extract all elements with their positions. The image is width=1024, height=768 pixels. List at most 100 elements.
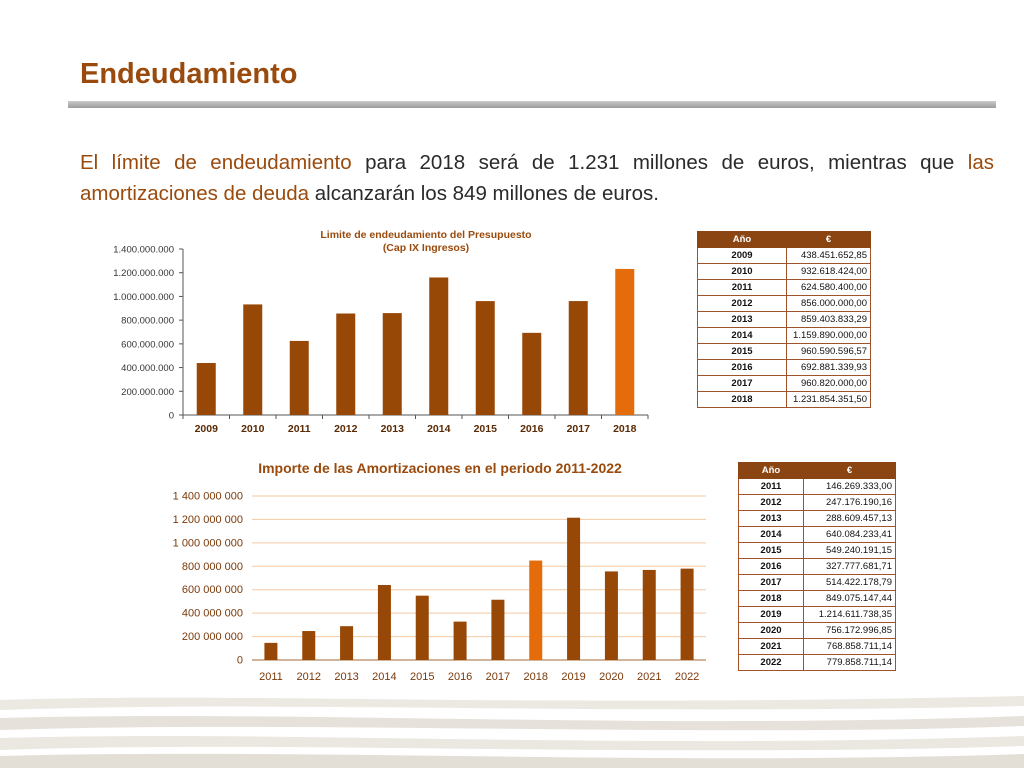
y-tick-label: 0 [169, 411, 174, 422]
intro-text-1: para 2018 será de 1.231 millones de euro… [351, 151, 968, 174]
row-value: 849.075.147,44 [803, 590, 896, 607]
amortizations-chart: Importe de las Amortizaciones en el peri… [173, 460, 706, 683]
x-tick-label: 2009 [195, 423, 219, 435]
table-row: 2019 1.214.611.738,35 [738, 606, 896, 623]
y-tick-label: 400 000 000 [182, 608, 243, 620]
row-value: 327.777.681,71 [803, 558, 896, 575]
table-header-year: Año [697, 231, 787, 248]
table-row: 2016 327.777.681,71 [738, 558, 896, 575]
bar-2011 [289, 340, 309, 415]
table-row: 2015 960.590.596,57 [697, 343, 871, 360]
x-tick-label: 2014 [372, 671, 396, 683]
x-tick-label: 2015 [474, 423, 498, 435]
y-tick-label: 1.400.000.000 [113, 245, 174, 256]
bar-2019 [567, 517, 581, 660]
bar-2014 [429, 277, 449, 415]
y-tick-label: 600.000.000 [121, 339, 174, 350]
x-tick-label: 2022 [675, 671, 699, 683]
bar-2020 [604, 571, 618, 660]
table-row: 2009 438.451.652,85 [697, 247, 871, 264]
table-header-value: € [786, 231, 871, 248]
row-year: 2011 [738, 478, 804, 495]
table-row: 2013 859.403.833,29 [697, 311, 871, 328]
row-year: 2014 [697, 327, 787, 344]
row-year: 2009 [697, 247, 787, 264]
table-row: 2018 849.075.147,44 [738, 590, 896, 607]
chart1-title: Limite de endeudamiento del Presupuesto [320, 229, 531, 241]
table-row: 2020 756.172.996,85 [738, 622, 896, 639]
y-tick-label: 600 000 000 [182, 584, 243, 596]
table-row: 2017 514.422.178,79 [738, 574, 896, 591]
x-tick-label: 2012 [297, 671, 321, 683]
chart1-subtitle: (Cap IX Ingresos) [383, 242, 469, 254]
table-row: 2014 1.159.890.000,00 [697, 327, 871, 344]
x-tick-label: 2019 [561, 671, 585, 683]
row-value: 859.403.833,29 [786, 311, 871, 328]
y-tick-label: 200 000 000 [182, 631, 243, 643]
table-header-year: Año [738, 462, 804, 479]
table-row: 2018 1.231.854.351,50 [697, 391, 871, 408]
row-value: 1.159.890.000,00 [786, 327, 871, 344]
y-tick-label: 1 200 000 000 [173, 514, 243, 526]
row-value: 932.618.424,00 [786, 263, 871, 280]
row-year: 2022 [738, 654, 804, 671]
table-row: 2016 692.881.339,93 [697, 359, 871, 376]
row-value: 779.858.711,14 [803, 654, 896, 671]
table-row: 2013 288.609.457,13 [738, 510, 896, 527]
x-tick-label: 2016 [520, 423, 544, 435]
row-value: 960.820.000,00 [786, 375, 871, 392]
row-value: 438.451.652,85 [786, 247, 871, 264]
y-tick-label: 1.000.000.000 [113, 292, 174, 303]
x-tick-label: 2018 [524, 671, 548, 683]
row-year: 2018 [697, 391, 787, 408]
row-value: 756.172.996,85 [803, 622, 896, 639]
y-tick-label: 1.200.000.000 [113, 268, 174, 279]
bar-2012 [302, 631, 316, 660]
x-tick-label: 2012 [334, 423, 358, 435]
row-value: 692.881.339,93 [786, 359, 871, 376]
x-tick-label: 2015 [410, 671, 434, 683]
row-year: 2010 [697, 263, 787, 280]
y-tick-label: 0 [237, 655, 243, 667]
page-title: Endeudamiento [80, 58, 298, 90]
y-tick-label: 200.000.000 [121, 387, 174, 398]
bar-2012 [336, 313, 356, 415]
table-header-value: € [803, 462, 896, 479]
bar-2009 [196, 363, 216, 415]
bar-2018 [529, 560, 543, 660]
bar-2015 [415, 595, 429, 660]
y-tick-label: 400.000.000 [121, 363, 174, 374]
table-row: 2011 624.580.400,00 [697, 279, 871, 296]
bar-2015 [475, 301, 495, 415]
row-year: 2020 [738, 622, 804, 639]
row-year: 2013 [697, 311, 787, 328]
row-value: 856.000.000,00 [786, 295, 871, 312]
row-value: 549.240.191,15 [803, 542, 896, 559]
row-year: 2015 [697, 343, 787, 360]
table-row: 2022 779.858.711,14 [738, 654, 896, 671]
bar-2021 [642, 569, 656, 660]
table-row: 2021 768.858.711,14 [738, 638, 896, 655]
x-tick-label: 2017 [567, 423, 591, 435]
intro-paragraph: El límite de endeudamiento para 2018 ser… [80, 147, 994, 209]
table-header-row: Año € [697, 231, 871, 248]
title-divider [68, 101, 996, 108]
bar-2022 [680, 568, 694, 660]
row-year: 2012 [697, 295, 787, 312]
row-year: 2019 [738, 606, 804, 623]
bar-2017 [491, 599, 505, 660]
row-value: 247.176.190,16 [803, 494, 896, 511]
row-value: 1.231.854.351,50 [786, 391, 871, 408]
table-row: 2017 960.820.000,00 [697, 375, 871, 392]
table-header-row: Año € [738, 462, 896, 479]
bar-2013 [340, 626, 354, 660]
bar-2016 [453, 621, 467, 660]
y-tick-label: 800 000 000 [182, 561, 243, 573]
x-tick-label: 2018 [613, 423, 637, 435]
row-year: 2012 [738, 494, 804, 511]
x-tick-label: 2021 [637, 671, 661, 683]
row-year: 2017 [697, 375, 787, 392]
table-row: 2011 146.269.333,00 [738, 478, 896, 495]
x-tick-label: 2013 [334, 671, 358, 683]
